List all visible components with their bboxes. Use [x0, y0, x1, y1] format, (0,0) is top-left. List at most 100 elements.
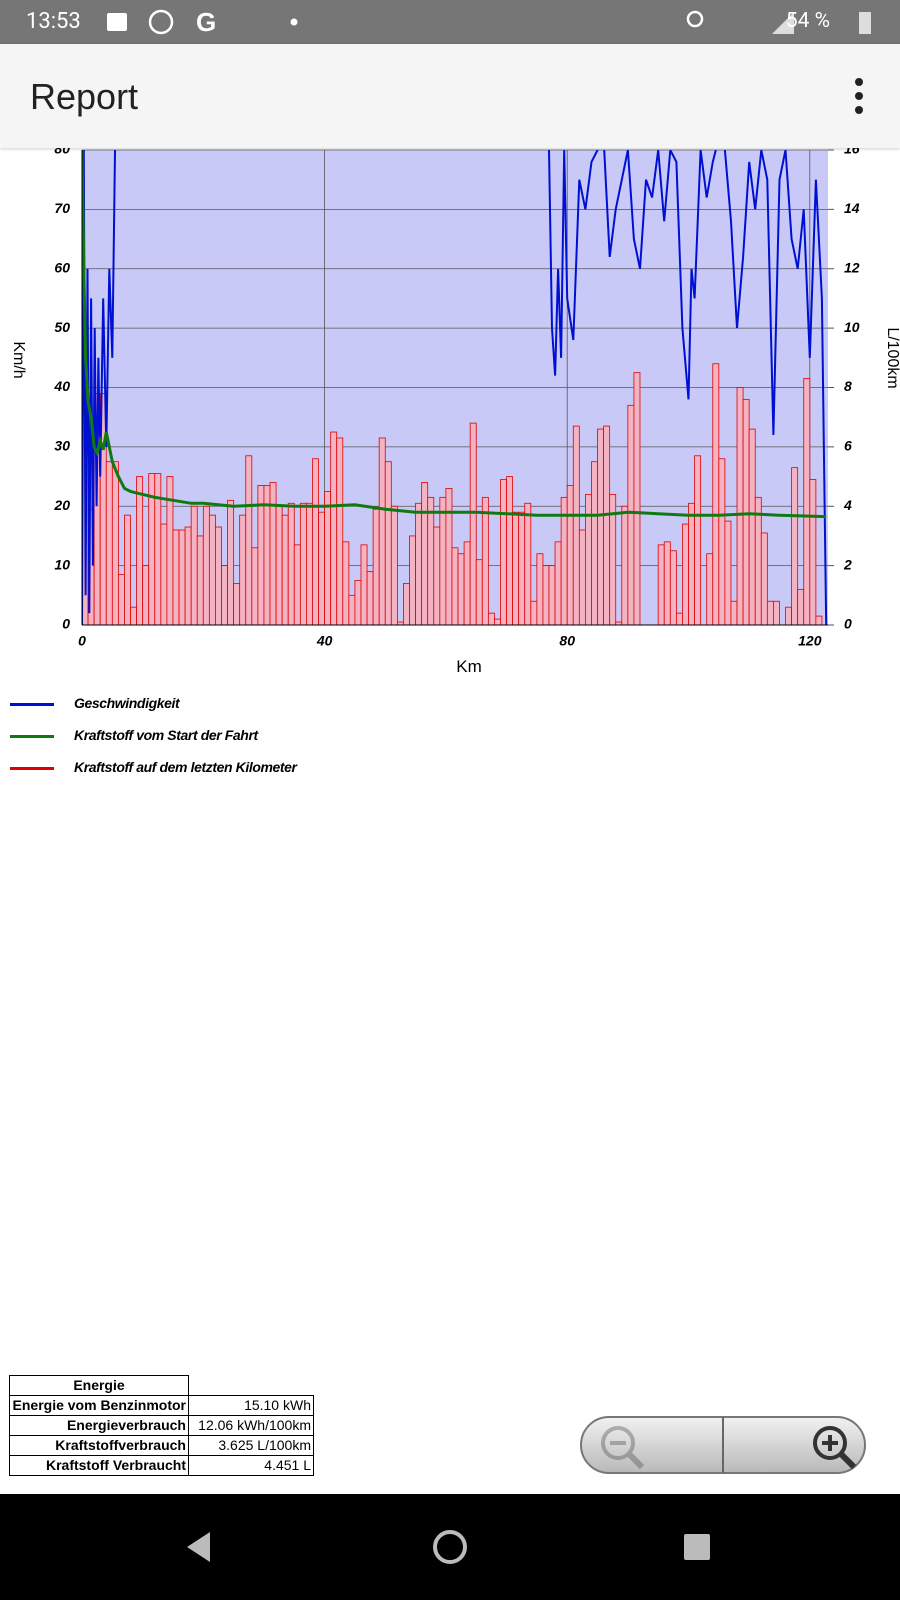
bar — [766, 600, 774, 625]
zoom-in[interactable] — [813, 1426, 857, 1470]
row-value: 15.10 kWh — [188, 1395, 314, 1416]
bar — [797, 588, 805, 625]
y-tick-label: 40 — [53, 378, 70, 394]
legend: Geschwindigkeit Kraftstoff vom Start der … — [0, 690, 400, 786]
bar — [809, 479, 817, 625]
bar — [366, 571, 374, 625]
bar — [445, 488, 453, 625]
y-tick-label: 80 — [54, 148, 70, 157]
bar — [475, 559, 483, 625]
overflow-menu[interactable] — [849, 76, 869, 116]
bar — [330, 431, 338, 625]
bar — [378, 437, 386, 625]
row-label: Kraftstoffverbrauch — [9, 1435, 189, 1456]
bar — [281, 514, 289, 625]
bar — [773, 600, 780, 625]
bar — [136, 476, 144, 625]
y2-tick-label: 8 — [844, 378, 852, 394]
battery: 54 % — [785, 9, 830, 33]
y2-tick-label: 14 — [844, 200, 860, 216]
y-tick-label: 60 — [54, 259, 70, 275]
bar — [318, 511, 326, 625]
bar — [688, 502, 695, 625]
svg-text:G: G — [196, 7, 216, 37]
table-header-empty — [188, 1375, 314, 1396]
bar — [633, 372, 641, 625]
bar — [748, 428, 756, 625]
y-axis-label: Km/h — [10, 341, 27, 378]
row-label: Energie vom Benzinmotor — [9, 1395, 189, 1416]
bar — [409, 535, 416, 625]
bar — [621, 505, 629, 625]
bar — [202, 505, 210, 625]
zoom-out[interactable] — [601, 1426, 645, 1470]
table-row: Kraftstoffverbrauch 3.625 L/100km — [9, 1435, 314, 1456]
legend-swatch — [10, 703, 54, 706]
bar — [815, 615, 823, 625]
bar — [142, 565, 150, 625]
bar — [554, 541, 562, 625]
bar — [427, 496, 435, 625]
y-tick-label: 0 — [62, 616, 70, 632]
bar — [548, 565, 556, 625]
bar — [184, 526, 192, 625]
legend-item: Kraftstoff auf dem letzten Kilometer — [0, 754, 400, 786]
legend-label: Kraftstoff vom Start der Fahrt — [74, 727, 258, 743]
bar — [572, 425, 580, 625]
x-tick-label: 120 — [798, 633, 822, 649]
status-bar: 13:53 G 54 % — [0, 0, 900, 44]
bar — [603, 425, 611, 625]
bar — [694, 455, 702, 625]
y-tick-label: 70 — [54, 200, 70, 216]
bar — [463, 541, 471, 625]
x-tick-label: 0 — [78, 633, 86, 649]
home-button[interactable] — [433, 1530, 467, 1564]
y-tick-label: 30 — [54, 438, 70, 454]
bar — [372, 508, 380, 625]
y-tick-label: 20 — [53, 497, 70, 513]
app-bar: Report — [0, 44, 900, 148]
recents-button[interactable] — [684, 1534, 710, 1560]
chart: 0 10 20 30 40 50 60 70 80 0 2 4 6 8 10 12 14 16 0 40 80 120 Km… — [10, 148, 900, 676]
bar — [536, 553, 544, 625]
bar — [566, 485, 574, 625]
line-series — [82, 150, 828, 625]
bar — [124, 514, 131, 625]
legend-label: Kraftstoff auf dem letzten Kilometer — [74, 759, 297, 775]
legend-swatch — [10, 767, 54, 770]
bar — [160, 523, 168, 625]
bar — [469, 422, 477, 625]
bar — [251, 547, 259, 625]
legend-label: Geschwindigkeit — [74, 695, 180, 711]
y2-tick-label: 10 — [844, 319, 860, 335]
bar — [457, 553, 465, 625]
bar — [117, 574, 125, 625]
y2-tick-label: 0 — [844, 616, 852, 632]
bar — [760, 532, 768, 625]
bar — [336, 437, 344, 625]
back-button[interactable] — [187, 1532, 210, 1562]
y2-tick-label: 6 — [844, 438, 852, 454]
bar — [500, 479, 507, 625]
table-row: Energieverbrauch 12.06 kWh/100km — [9, 1415, 314, 1436]
bar — [403, 583, 410, 625]
bar — [785, 606, 793, 625]
bar — [384, 461, 392, 625]
table-row: Kraftstoff Verbraucht 4.451 L — [9, 1455, 314, 1476]
bar — [312, 458, 319, 625]
bar — [239, 514, 247, 625]
line-series — [82, 150, 827, 519]
bar — [669, 550, 677, 625]
bar — [451, 547, 459, 625]
legend-item: Kraftstoff vom Start der Fahrt — [0, 722, 400, 754]
bar — [196, 535, 204, 625]
table-header: Energie — [9, 1375, 189, 1396]
bar — [578, 529, 586, 625]
row-label: Kraftstoff Verbraucht — [9, 1455, 189, 1476]
bar — [111, 461, 119, 625]
bar — [524, 502, 532, 625]
bar — [675, 612, 683, 625]
bar — [348, 594, 356, 625]
bar — [360, 544, 368, 625]
table-row: Energie vom Benzinmotor 15.10 kWh — [9, 1395, 314, 1416]
